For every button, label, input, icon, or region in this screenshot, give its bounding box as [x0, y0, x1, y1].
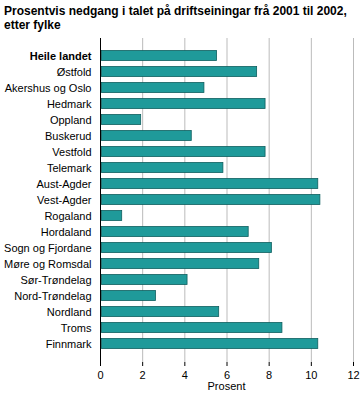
svg-text:Rogaland: Rogaland [44, 210, 91, 222]
svg-text:Nord-Trøndelag: Nord-Trøndelag [14, 290, 91, 302]
svg-text:10: 10 [305, 369, 317, 381]
svg-text:Aust-Agder: Aust-Agder [36, 178, 91, 190]
svg-text:Buskerud: Buskerud [45, 130, 91, 142]
svg-text:Nordland: Nordland [47, 306, 92, 318]
svg-text:Hedmark: Hedmark [47, 98, 92, 110]
svg-text:Østfold: Østfold [57, 66, 92, 78]
svg-text:Hordaland: Hordaland [41, 226, 92, 238]
svg-text:2: 2 [140, 369, 146, 381]
svg-text:6: 6 [223, 369, 231, 382]
svg-text:Møre og Romsdal: Møre og Romsdal [4, 258, 91, 270]
svg-text:Oppland: Oppland [50, 114, 92, 126]
svg-text:Sogn og Fjordane: Sogn og Fjordane [4, 242, 91, 254]
svg-text:Prosent: Prosent [208, 380, 246, 392]
svg-text:12: 12 [347, 369, 359, 381]
svg-text:8: 8 [266, 369, 272, 381]
svg-text:Telemark: Telemark [47, 162, 92, 174]
html-text:Prosentvis nedgang i talet på: Prosentvis nedgang i talet på driftseini… [4, 4, 347, 32]
svg-text:Vestfold: Vestfold [52, 146, 91, 158]
svg-text:0: 0 [97, 369, 103, 381]
svg-text:Finnmark: Finnmark [46, 338, 92, 350]
svg-text:Heile landet: Heile landet [30, 50, 92, 62]
svg-text:Sør-Trøndelag: Sør-Trøndelag [20, 274, 91, 286]
svg-text:Vest-Agder: Vest-Agder [37, 194, 92, 206]
svg-text:Akershus og Oslo: Akershus og Oslo [5, 82, 92, 94]
svg-text:4: 4 [182, 369, 188, 381]
svg-text:Troms: Troms [61, 322, 92, 334]
